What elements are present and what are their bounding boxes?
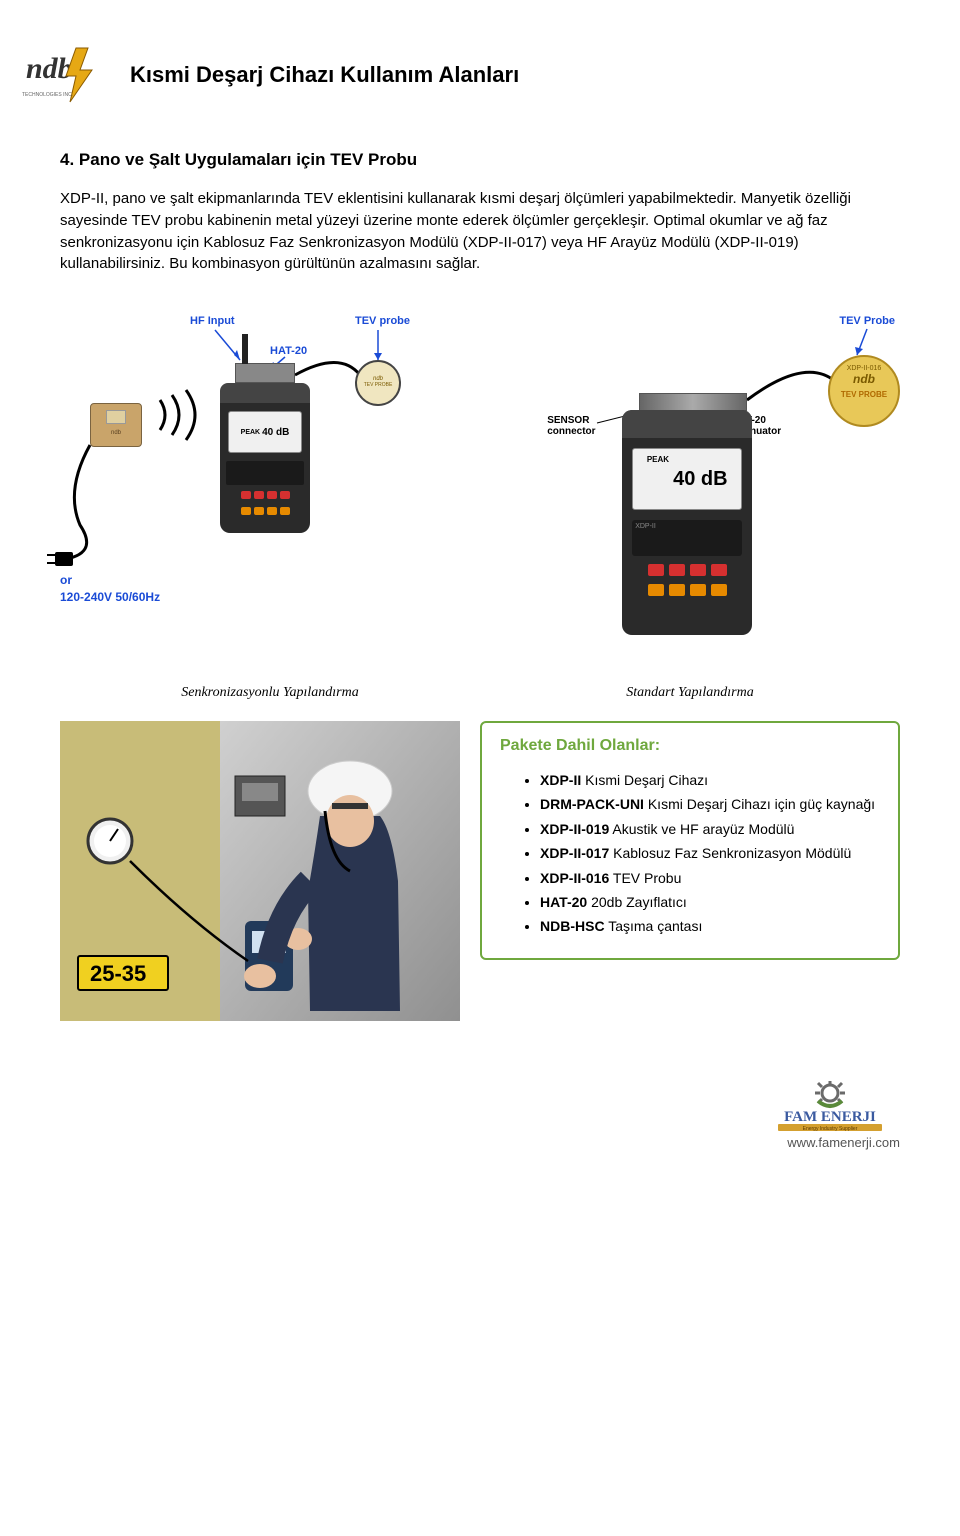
fam-enerji-logo: FAM ENERJI Energy Industry Supplier [760, 1081, 900, 1131]
hat20-module-left [235, 363, 295, 383]
header-row: ndb TECHNOLOGIES INC. Kısmi Deşarj Cihaz… [60, 40, 900, 110]
section-body: XDP-II, pano ve şalt ekipmanlarında TEV … [60, 188, 900, 275]
caption-right: Standart Yapılandırma [480, 685, 900, 701]
svg-text:Energy Industry Supplier: Energy Industry Supplier [803, 1126, 858, 1131]
footer: FAM ENERJI Energy Industry Supplier www.… [60, 1081, 900, 1150]
diagram-right-configuration: TEV Probe SENSOR connector HAT-20 attenu… [547, 315, 900, 675]
ndb-logo: ndb TECHNOLOGIES INC. [20, 40, 110, 110]
device-reading-left: 40 dB [262, 427, 289, 438]
application-photo: 25-35 [60, 721, 460, 1021]
wireless-sync-module: ndb [90, 403, 142, 447]
label-or: or [60, 573, 72, 587]
package-item: XDP-II-016 TEV Probu [540, 867, 880, 889]
svg-text:TECHNOLOGIES INC.: TECHNOLOGIES INC. [22, 92, 73, 98]
diagram-left-configuration: HF Input HAT-20 TEV probe ndb [60, 315, 522, 675]
package-item: XDP-II Kısmi Deşarj Cihazı [540, 769, 880, 791]
footer-url: www.famenerji.com [787, 1135, 900, 1150]
device-reading-right: 40 dB [673, 468, 727, 491]
section-heading: 4. Pano ve Şalt Uygulamaları için TEV Pr… [60, 150, 900, 170]
package-item: XDP-II-017 Kablosuz Faz Senkronizasyon M… [540, 842, 880, 864]
hat20-attenuator [639, 393, 747, 411]
main-device-right: PEAK 40 dB XDP-II [622, 410, 752, 635]
package-item: NDB-HSC Taşıma çantası [540, 915, 880, 937]
package-box: Pakete Dahil Olanlar: XDP-II Kısmi Deşar… [480, 721, 900, 960]
package-item: HAT-20 20db Zayıflatıcı [540, 891, 880, 913]
tev-probe-left: ndb TEV PROBE [355, 360, 401, 406]
svg-text:25-35: 25-35 [90, 961, 146, 986]
svg-text:FAM ENERJI: FAM ENERJI [784, 1109, 876, 1125]
caption-left: Senkronizasyonlu Yapılandırma [60, 685, 480, 701]
diagram-area: HF Input HAT-20 TEV probe ndb [60, 315, 900, 675]
bottom-row: 25-35 Pakete Dahil Olanlar: XDP-II Kısmi… [60, 721, 900, 1021]
label-sensor-connector: SENSOR connector [547, 415, 602, 437]
package-item: XDP-II-019 Akustik ve HF arayüz Modülü [540, 818, 880, 840]
caption-row: Senkronizasyonlu Yapılandırma Standart Y… [60, 685, 900, 701]
package-title: Pakete Dahil Olanlar: [500, 737, 880, 755]
package-list: XDP-II Kısmi Deşarj Cihazı DRM-PACK-UNI … [500, 769, 880, 938]
label-voltage: 120-240V 50/60Hz [60, 590, 160, 604]
tev-probe-right: XDP-II-016 ndb TEV PROBE [828, 355, 900, 427]
svg-text:ndb: ndb [26, 52, 73, 85]
main-device-left: PEAK 40 dB [220, 383, 310, 533]
page-title: Kısmi Deşarj Cihazı Kullanım Alanları [130, 62, 519, 88]
package-item: DRM-PACK-UNI Kısmi Deşarj Cihazı için gü… [540, 793, 880, 815]
